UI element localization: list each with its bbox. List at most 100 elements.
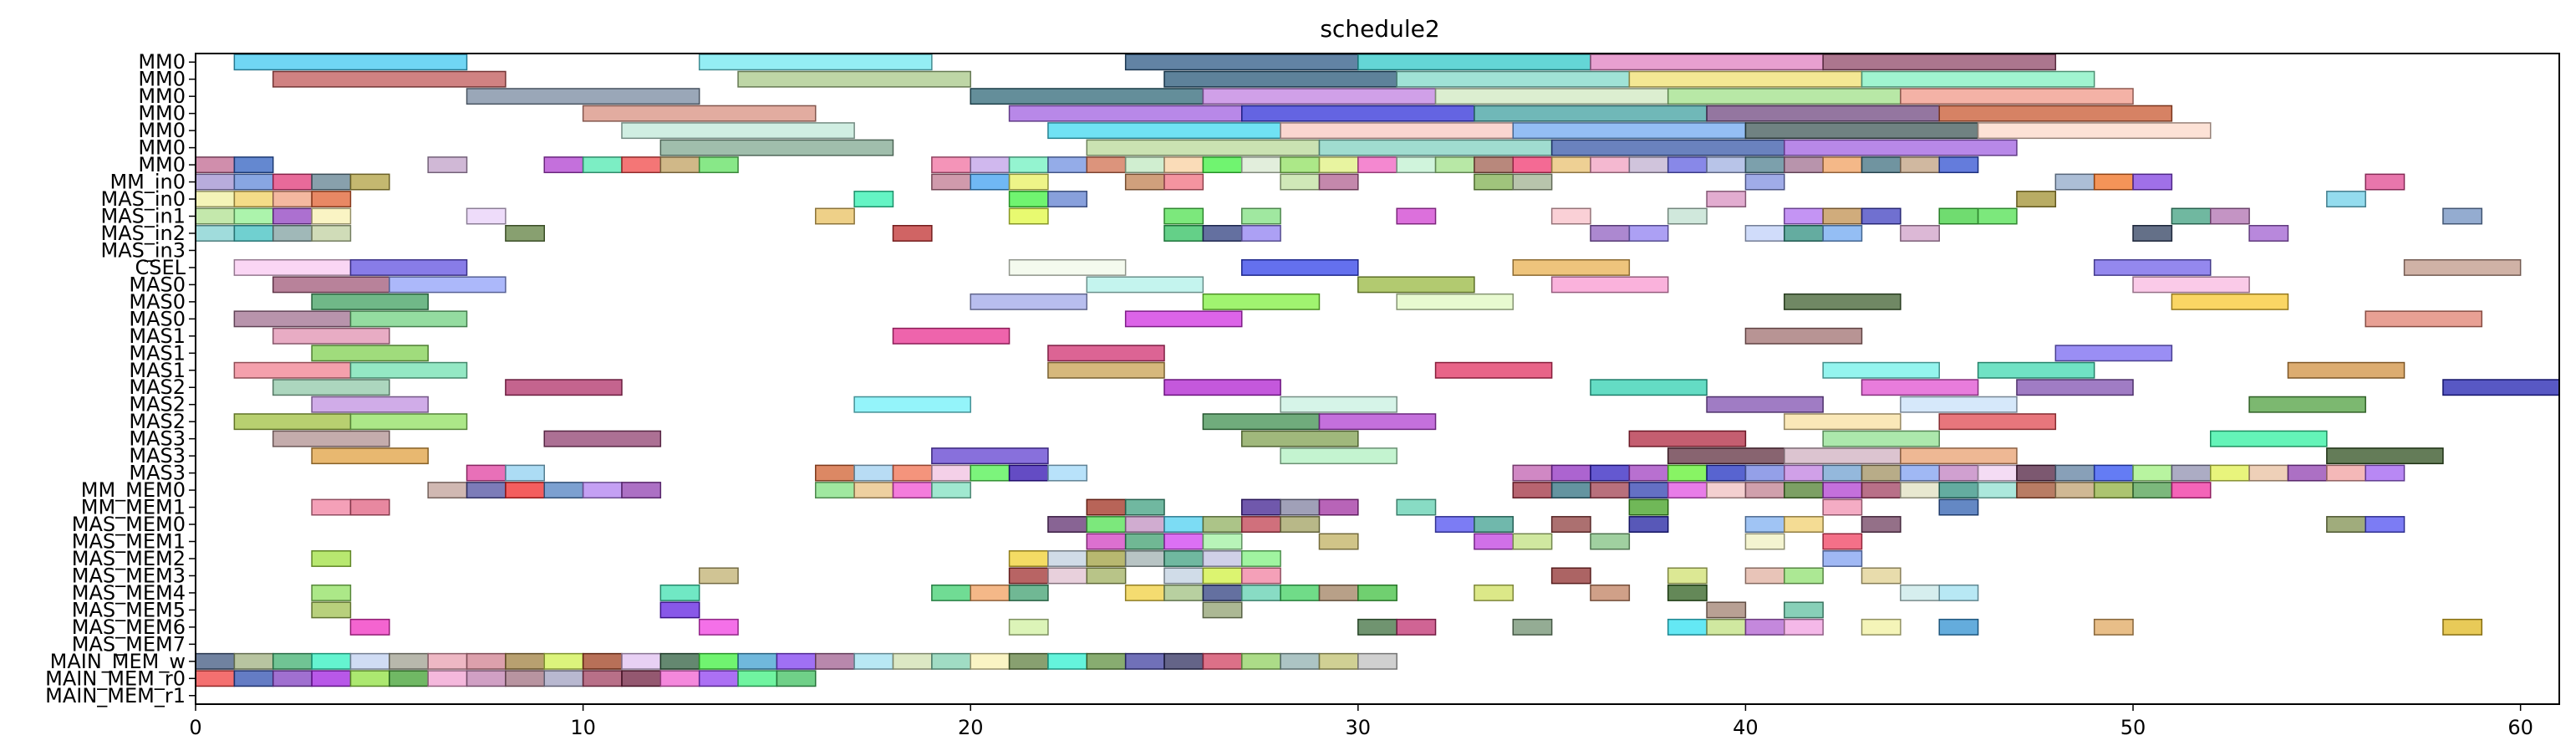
gantt-bar xyxy=(195,156,236,174)
gantt-bar xyxy=(659,139,894,156)
gantt-bar xyxy=(1861,464,1901,482)
gantt-bar xyxy=(505,652,545,670)
gantt-bar xyxy=(1008,567,1049,585)
y-tick-label: MAS2 xyxy=(129,410,186,433)
gantt-bar xyxy=(1280,122,1515,140)
y-tick-label: MM0 xyxy=(138,68,186,91)
gantt-bar xyxy=(1512,482,1553,499)
gantt-bar xyxy=(1590,464,1631,482)
gantt-bar xyxy=(1822,207,1863,225)
gantt-bar xyxy=(582,670,623,687)
gantt-bar xyxy=(1280,447,1397,465)
gantt-bar xyxy=(970,88,1204,105)
gantt-bar xyxy=(1744,327,1863,345)
gantt-bar xyxy=(1900,447,2018,465)
gantt-bar xyxy=(621,122,855,140)
gantt-bar xyxy=(1474,156,1515,174)
gantt-bar xyxy=(233,652,274,670)
gantt-bar xyxy=(1124,652,1165,670)
gantt-bar xyxy=(1086,550,1127,567)
gantt-bar xyxy=(466,207,507,225)
gantt-bar xyxy=(2132,225,2173,242)
gantt-bar xyxy=(2016,464,2057,482)
gantt-bar xyxy=(1628,516,1669,533)
gantt-bar xyxy=(2442,618,2483,636)
gantt-bar xyxy=(1550,464,1591,482)
gantt-bar xyxy=(311,447,429,465)
gantt-bar xyxy=(2326,447,2444,465)
gantt-bar xyxy=(272,225,313,242)
gantt-bar xyxy=(1667,584,1708,601)
gantt-bar xyxy=(1784,293,1901,310)
gantt-bar xyxy=(1163,70,1397,88)
gantt-bar xyxy=(233,258,352,276)
gantt-bar xyxy=(543,670,584,687)
gantt-bar xyxy=(2054,173,2095,191)
gantt-bar xyxy=(311,293,429,310)
gantt-bar xyxy=(1667,482,1708,499)
gantt-bar xyxy=(1861,379,1979,396)
gantt-bar xyxy=(1706,482,1747,499)
gantt-bar xyxy=(233,156,274,174)
gantt-bar xyxy=(1900,584,1940,601)
gantt-bar xyxy=(1047,156,1088,174)
gantt-bar xyxy=(389,670,429,687)
gantt-bar xyxy=(1706,156,1747,174)
gantt-bar xyxy=(1744,567,1785,585)
gantt-bar xyxy=(1744,225,1785,242)
gantt-bar xyxy=(1784,601,1824,619)
gantt-bar xyxy=(349,498,390,516)
y-tick-label: MAS3 xyxy=(129,444,186,467)
gantt-bar xyxy=(505,670,545,687)
gantt-bar xyxy=(1396,70,1631,88)
gantt-bar xyxy=(698,670,739,687)
gantt-bar xyxy=(1240,225,1281,242)
gantt-bar xyxy=(2171,464,2212,482)
gantt-bar xyxy=(1318,652,1359,670)
gantt-bar xyxy=(970,293,1088,310)
y-tick-label: MAS3 xyxy=(129,462,186,485)
gantt-bar xyxy=(1318,156,1359,174)
gantt-bar xyxy=(2403,258,2522,276)
gantt-bar xyxy=(1512,122,1747,140)
y-tick-label: MAS_MEM7 xyxy=(72,632,186,656)
gantt-bar xyxy=(1396,207,1437,225)
gantt-bar xyxy=(1667,618,1708,636)
gantt-bar xyxy=(1163,156,1204,174)
gantt-bar xyxy=(466,652,507,670)
y-tick-label: MAS1 xyxy=(129,341,186,365)
gantt-bar xyxy=(2054,345,2173,362)
gantt-bar xyxy=(892,464,933,482)
y-tick-label: MAS_in3 xyxy=(100,238,186,262)
y-tick-label: MAS0 xyxy=(129,290,186,314)
gantt-bar xyxy=(1822,430,1940,447)
gantt-bar xyxy=(2248,225,2289,242)
y-tick-label: MAIN_MEM_w xyxy=(50,650,186,673)
y-tick-label: MM0 xyxy=(138,136,186,160)
gantt-bar xyxy=(1434,516,1475,533)
gantt-bar xyxy=(776,670,817,687)
gantt-bar xyxy=(1900,156,1940,174)
gantt-bar xyxy=(272,652,313,670)
gantt-bar xyxy=(1008,173,1049,191)
gantt-bar xyxy=(1550,276,1669,294)
gantt-bar xyxy=(1163,516,1204,533)
gantt-bar xyxy=(1938,207,1979,225)
gantt-bar xyxy=(892,225,933,242)
gantt-bar xyxy=(1202,652,1243,670)
gantt-bar xyxy=(311,550,352,567)
y-tick-label: MAS2 xyxy=(129,375,186,399)
gantt-bar xyxy=(1512,156,1553,174)
gantt-bar xyxy=(1280,652,1321,670)
gantt-bar xyxy=(1512,258,1631,276)
gantt-bar xyxy=(233,54,468,71)
gantt-bar xyxy=(2287,361,2405,379)
gantt-bar xyxy=(1938,482,1979,499)
gantt-bar xyxy=(2326,464,2366,482)
gantt-bar xyxy=(1744,516,1785,533)
gantt-bar xyxy=(1590,533,1631,550)
gantt-bar xyxy=(2365,173,2405,191)
y-tick-label: MAS_in1 xyxy=(100,205,186,228)
gantt-bar xyxy=(2171,293,2289,310)
gantt-bar xyxy=(2054,482,2095,499)
